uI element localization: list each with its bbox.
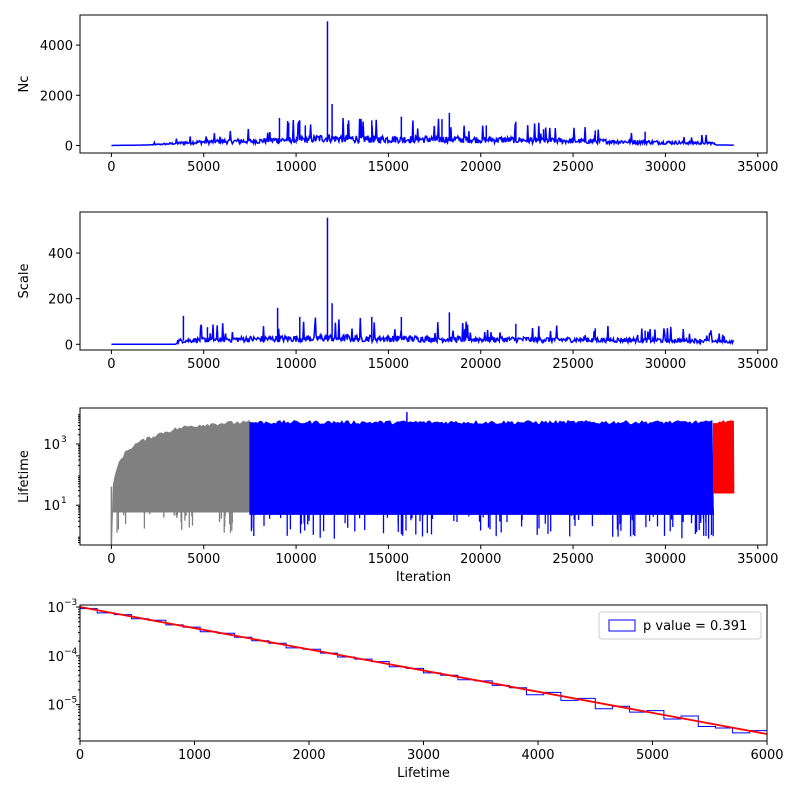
x-tick-label: 15000 xyxy=(368,552,409,567)
y-tick-label: 10 xyxy=(47,699,64,714)
fit-line xyxy=(80,606,767,735)
x-tick-label: 0 xyxy=(107,160,115,175)
nc-panel: 0 5000 10000 15000 20000 25000 30000 35000 0 2000… xyxy=(17,14,778,175)
x-tick-label: 0 xyxy=(107,357,115,372)
x-tick-label: 15000 xyxy=(368,160,409,175)
legend-label: p value = 0.391 xyxy=(643,619,747,634)
y-axis-label: Nc xyxy=(17,76,32,93)
y-tick-label: 2000 xyxy=(40,89,73,104)
x-tick-label: 10000 xyxy=(275,160,316,175)
y-tick-label: 10 xyxy=(47,601,64,616)
plot-area xyxy=(110,412,735,545)
axes-frame xyxy=(79,14,768,154)
y-tick-label: 0 xyxy=(65,338,73,353)
x-tick-label: 35000 xyxy=(737,357,778,372)
axes-frame xyxy=(79,211,768,351)
x-tick-label: 20000 xyxy=(460,357,501,372)
series-line xyxy=(111,317,735,346)
y-tick-base: 10 xyxy=(43,438,60,453)
segment-gray xyxy=(110,419,251,545)
x-tick-label: 5000 xyxy=(187,357,220,372)
x-tick-label: 10000 xyxy=(275,552,316,567)
dense-band xyxy=(712,420,735,494)
x-tick-label: 5000 xyxy=(187,160,220,175)
y-tick-label: 200 xyxy=(48,293,73,308)
x-tick-label: 20000 xyxy=(460,552,501,567)
x-tick-label: 30000 xyxy=(645,552,686,567)
y-tick-exponent: −5 xyxy=(64,696,77,706)
legend: p value = 0.391 xyxy=(598,611,762,640)
y-tick-exponent: −3 xyxy=(64,598,77,608)
x-tick-label: 25000 xyxy=(552,160,593,175)
segment-blue xyxy=(249,419,714,539)
x-tick-label: 3000 xyxy=(407,748,440,763)
x-tick-label: 30000 xyxy=(645,357,686,372)
x-tick-label: 25000 xyxy=(552,552,593,567)
x-tick-label: 35000 xyxy=(737,160,778,175)
plot-area xyxy=(111,21,734,147)
y-tick-label: 10 xyxy=(47,650,64,665)
x-tick-label: 2000 xyxy=(292,748,325,763)
plot-area xyxy=(111,217,735,346)
dense-band xyxy=(110,419,251,545)
y-tick-label: 0 xyxy=(65,139,73,154)
x-tick-label: 15000 xyxy=(368,357,409,372)
x-tick-label: 6000 xyxy=(750,748,783,763)
y-axis-label: Lifetime xyxy=(17,450,32,503)
x-tick-label: 25000 xyxy=(552,357,593,372)
segment-red xyxy=(712,420,735,494)
x-tick-label: 10000 xyxy=(275,357,316,372)
y-tick-base: 10 xyxy=(43,499,60,514)
x-tick-label: 4000 xyxy=(521,748,554,763)
x-tick-label: 5000 xyxy=(636,748,669,763)
series-line xyxy=(111,117,734,147)
y-tick-exponent: 1 xyxy=(61,496,67,506)
x-tick-label: 20000 xyxy=(460,160,501,175)
x-tick-label: 35000 xyxy=(737,552,778,567)
x-tick-label: 0 xyxy=(107,552,115,567)
dense-band xyxy=(249,419,714,515)
legend-box xyxy=(598,611,762,640)
x-axis-label: Iteration xyxy=(396,570,451,585)
y-tick-exponent: 3 xyxy=(61,435,67,445)
y-tick-label: 4000 xyxy=(40,39,73,54)
legend-swatch xyxy=(608,619,636,632)
x-tick-label: 1000 xyxy=(178,748,211,763)
scale-panel: 0 5000 10000 15000 20000 25000 30000 35000 0 200 4… xyxy=(17,211,778,372)
axes-frame xyxy=(79,407,768,546)
x-tick-label: 30000 xyxy=(645,160,686,175)
y-axis-label: Scale xyxy=(17,264,32,299)
x-tick-label: 0 xyxy=(76,748,84,763)
x-tick-label: 5000 xyxy=(187,552,220,567)
y-tick-exponent: −4 xyxy=(64,647,78,657)
plot-area xyxy=(80,606,767,735)
x-axis-label: Lifetime xyxy=(397,766,450,781)
y-tick-label: 400 xyxy=(48,247,73,262)
